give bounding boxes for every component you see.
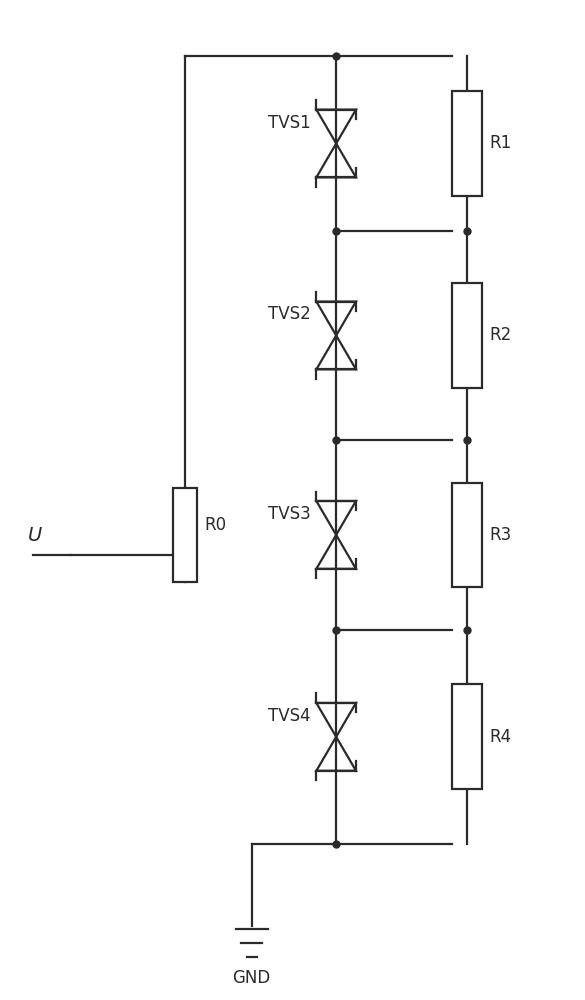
Text: R0: R0 — [204, 516, 226, 534]
Text: R2: R2 — [490, 326, 512, 344]
Text: TVS3: TVS3 — [268, 505, 311, 523]
Text: U: U — [27, 526, 42, 545]
Bar — [452, 684, 482, 789]
Text: R1: R1 — [490, 134, 512, 152]
Text: GND: GND — [233, 969, 271, 987]
Bar — [452, 283, 482, 388]
Text: TVS1: TVS1 — [268, 114, 311, 132]
Text: R3: R3 — [490, 526, 512, 544]
Bar — [452, 91, 482, 196]
Text: TVS2: TVS2 — [268, 305, 311, 323]
Bar — [452, 483, 482, 587]
Text: R4: R4 — [490, 728, 512, 746]
Bar — [173, 488, 197, 582]
Text: TVS4: TVS4 — [268, 707, 311, 725]
